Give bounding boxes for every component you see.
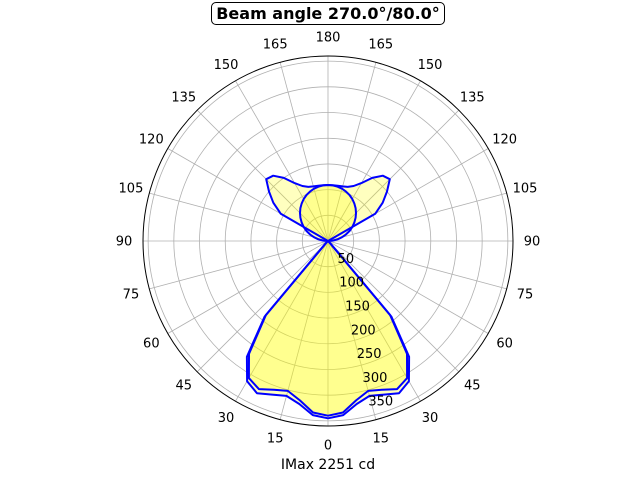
angle-tick-label: 45 [175, 379, 192, 394]
angle-tick-label: 165 [263, 37, 288, 52]
grid-spoke [327, 240, 489, 334]
series-line-2 [247, 184, 409, 417]
angle-tick-label: 15 [267, 432, 284, 447]
grid-spoke [327, 192, 507, 242]
radial-tick-label: 50 [338, 252, 355, 267]
series-fill-1 [246, 175, 410, 419]
radial-tick-label: 250 [357, 347, 382, 362]
angle-tick-label: 60 [143, 337, 160, 352]
grid-spoke [196, 109, 329, 242]
radial-tick-label: 200 [351, 323, 376, 338]
angle-tick-label: 135 [460, 90, 485, 105]
series-fill-2 [248, 185, 408, 416]
grid-spoke [327, 240, 421, 402]
angle-tick-label: 105 [513, 182, 538, 197]
grid-spoke [327, 240, 507, 290]
grid-spoke [149, 192, 329, 242]
angle-tick-label: 30 [218, 411, 235, 426]
grid-spoke [327, 80, 421, 242]
grid-spoke [327, 109, 460, 242]
angle-tick-label: 75 [517, 287, 534, 302]
grid-spoke [279, 240, 329, 420]
angle-tick-label: 0 [324, 439, 332, 454]
grid-spoke [149, 240, 329, 290]
angle-tick-label: 75 [123, 287, 140, 302]
grid-spoke [279, 62, 329, 242]
angle-tick-label: 135 [171, 90, 196, 105]
angle-tick-label: 15 [373, 432, 390, 447]
grid-spoke [235, 240, 329, 402]
grid-spoke [196, 240, 329, 373]
angle-tick-label: 90 [116, 235, 133, 250]
angle-tick-label: 120 [139, 133, 164, 148]
radial-tick-label: 150 [345, 299, 370, 314]
angle-tick-label: 45 [464, 379, 481, 394]
chart-title-box: Beam angle 270.0°/80.0° [0, 2, 640, 25]
chart-title: Beam angle 270.0°/80.0° [211, 2, 445, 25]
grid-spoke [327, 240, 460, 373]
grid-spoke [327, 62, 377, 242]
angle-tick-label: 150 [214, 58, 239, 73]
angle-tick-label: 60 [496, 337, 513, 352]
angle-tick-label: 105 [119, 182, 144, 197]
grid-spoke [167, 240, 329, 334]
grid-spoke [235, 80, 329, 242]
grid-spoke [327, 240, 377, 420]
angle-tick-label: 30 [422, 411, 439, 426]
x-axis-label: IMax 2251 cd [280, 457, 376, 473]
radial-tick-label: 100 [339, 276, 364, 291]
radial-tick-label: 350 [368, 395, 393, 410]
angle-tick-label: 180 [316, 31, 341, 46]
radial-tick-label: 300 [363, 371, 388, 386]
polar-frame [142, 55, 514, 427]
angle-tick-label: 90 [524, 235, 541, 250]
angle-tick-label: 150 [418, 58, 443, 73]
angle-tick-label: 120 [492, 133, 517, 148]
angle-tick-label: 165 [368, 37, 393, 52]
